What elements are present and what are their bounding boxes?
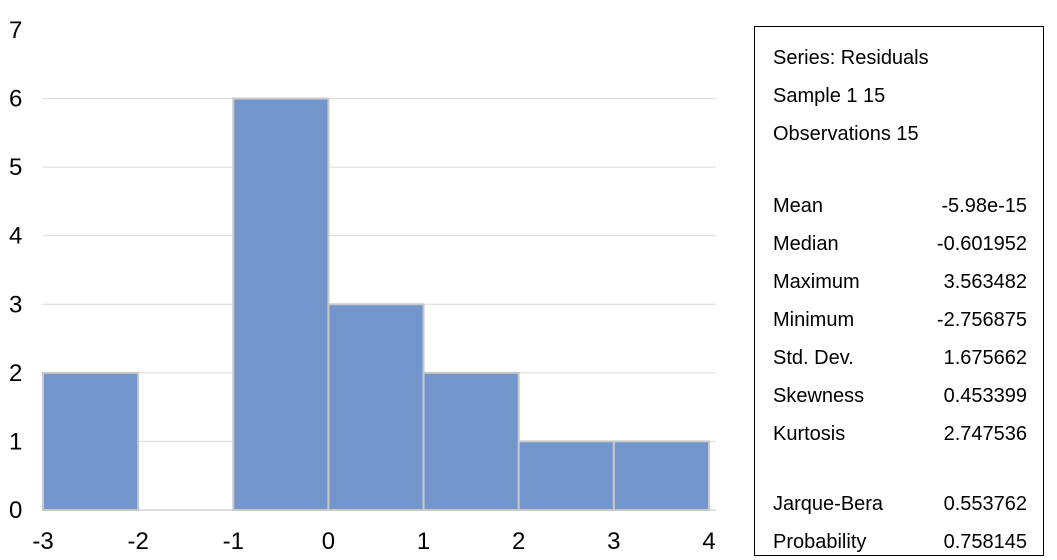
- stat-row-skewness: Skewness 0.453399: [773, 385, 1027, 408]
- stat-value: 1.675662: [943, 347, 1027, 369]
- histogram-bar: [42, 371, 140, 511]
- stat-row-median: Median -0.601952: [773, 233, 1027, 256]
- stat-value: -5.98e-15: [941, 195, 1027, 217]
- stat-label: Maximum: [773, 271, 860, 293]
- stat-label: Median: [773, 233, 839, 255]
- stat-value: -2.756875: [936, 309, 1027, 331]
- stat-value: 3.563482: [943, 271, 1027, 293]
- stat-label: Jarque-Bera: [773, 493, 884, 515]
- series-label: Series: Residuals: [773, 47, 929, 69]
- y-tick-label: 4: [9, 223, 22, 250]
- histogram-bar: [517, 440, 615, 511]
- stat-label: Std. Dev.: [773, 347, 854, 369]
- x-tick-label: -2: [127, 528, 148, 555]
- y-tick-label: 6: [9, 86, 22, 113]
- stat-row-jarque-bera: Jarque-Bera 0.553762: [773, 493, 1027, 516]
- x-tick-label: 2: [512, 528, 525, 555]
- statistics-panel: Series: Residuals Sample 1 15 Observatio…: [754, 26, 1044, 556]
- observations-label: Observations 15: [773, 123, 919, 145]
- stat-label: Mean: [773, 195, 824, 217]
- y-tick-label: 7: [9, 17, 22, 44]
- stat-label: Probability: [773, 531, 867, 553]
- histogram-bar: [327, 303, 425, 511]
- stat-value: 2.747536: [943, 423, 1027, 445]
- histogram-bar: [232, 97, 330, 511]
- x-tick-label: 1: [417, 528, 430, 555]
- histogram-bar: [612, 440, 710, 511]
- histogram-bars: [42, 97, 710, 511]
- stat-row-std-dev: Std. Dev. 1.675662: [773, 347, 1027, 370]
- sample-label: Sample 1 15: [773, 85, 886, 107]
- y-axis-ticks: 0 1 2 3 4 5 6 7: [9, 17, 22, 524]
- stat-label: Minimum: [773, 309, 855, 331]
- y-tick-label: 3: [9, 291, 22, 318]
- histogram-bar: [422, 371, 520, 511]
- y-tick-label: 1: [9, 428, 22, 455]
- stat-row-probability: Probability 0.758145: [773, 531, 1027, 554]
- stat-row-maximum: Maximum 3.563482: [773, 271, 1027, 294]
- x-tick-label: -1: [223, 528, 244, 555]
- histogram-chart: 0 1 2 3 4 5 6 7 -3 -2 -1 0 1 2 3 4: [9, 17, 716, 555]
- x-tick-label: 3: [607, 528, 620, 555]
- y-tick-label: 5: [9, 154, 22, 181]
- y-tick-label: 2: [9, 360, 22, 387]
- stat-row-minimum: Minimum -2.756875: [773, 309, 1027, 332]
- stat-value: 0.553762: [943, 493, 1027, 515]
- stat-value: -0.601952: [936, 233, 1027, 255]
- x-tick-label: 0: [322, 528, 335, 555]
- stat-label: Kurtosis: [773, 423, 846, 445]
- x-axis-ticks: -3 -2 -1 0 1 2 3 4: [32, 528, 715, 555]
- stat-row-mean: Mean -5.98e-15: [773, 195, 1027, 218]
- stat-label: Skewness: [773, 385, 865, 407]
- y-tick-label: 0: [9, 497, 22, 524]
- stat-value: 0.758145: [943, 531, 1027, 553]
- stat-row-kurtosis: Kurtosis 2.747536: [773, 423, 1027, 446]
- stat-value: 0.453399: [943, 385, 1027, 407]
- x-tick-label: -3: [32, 528, 53, 555]
- x-tick-label: 4: [702, 528, 715, 555]
